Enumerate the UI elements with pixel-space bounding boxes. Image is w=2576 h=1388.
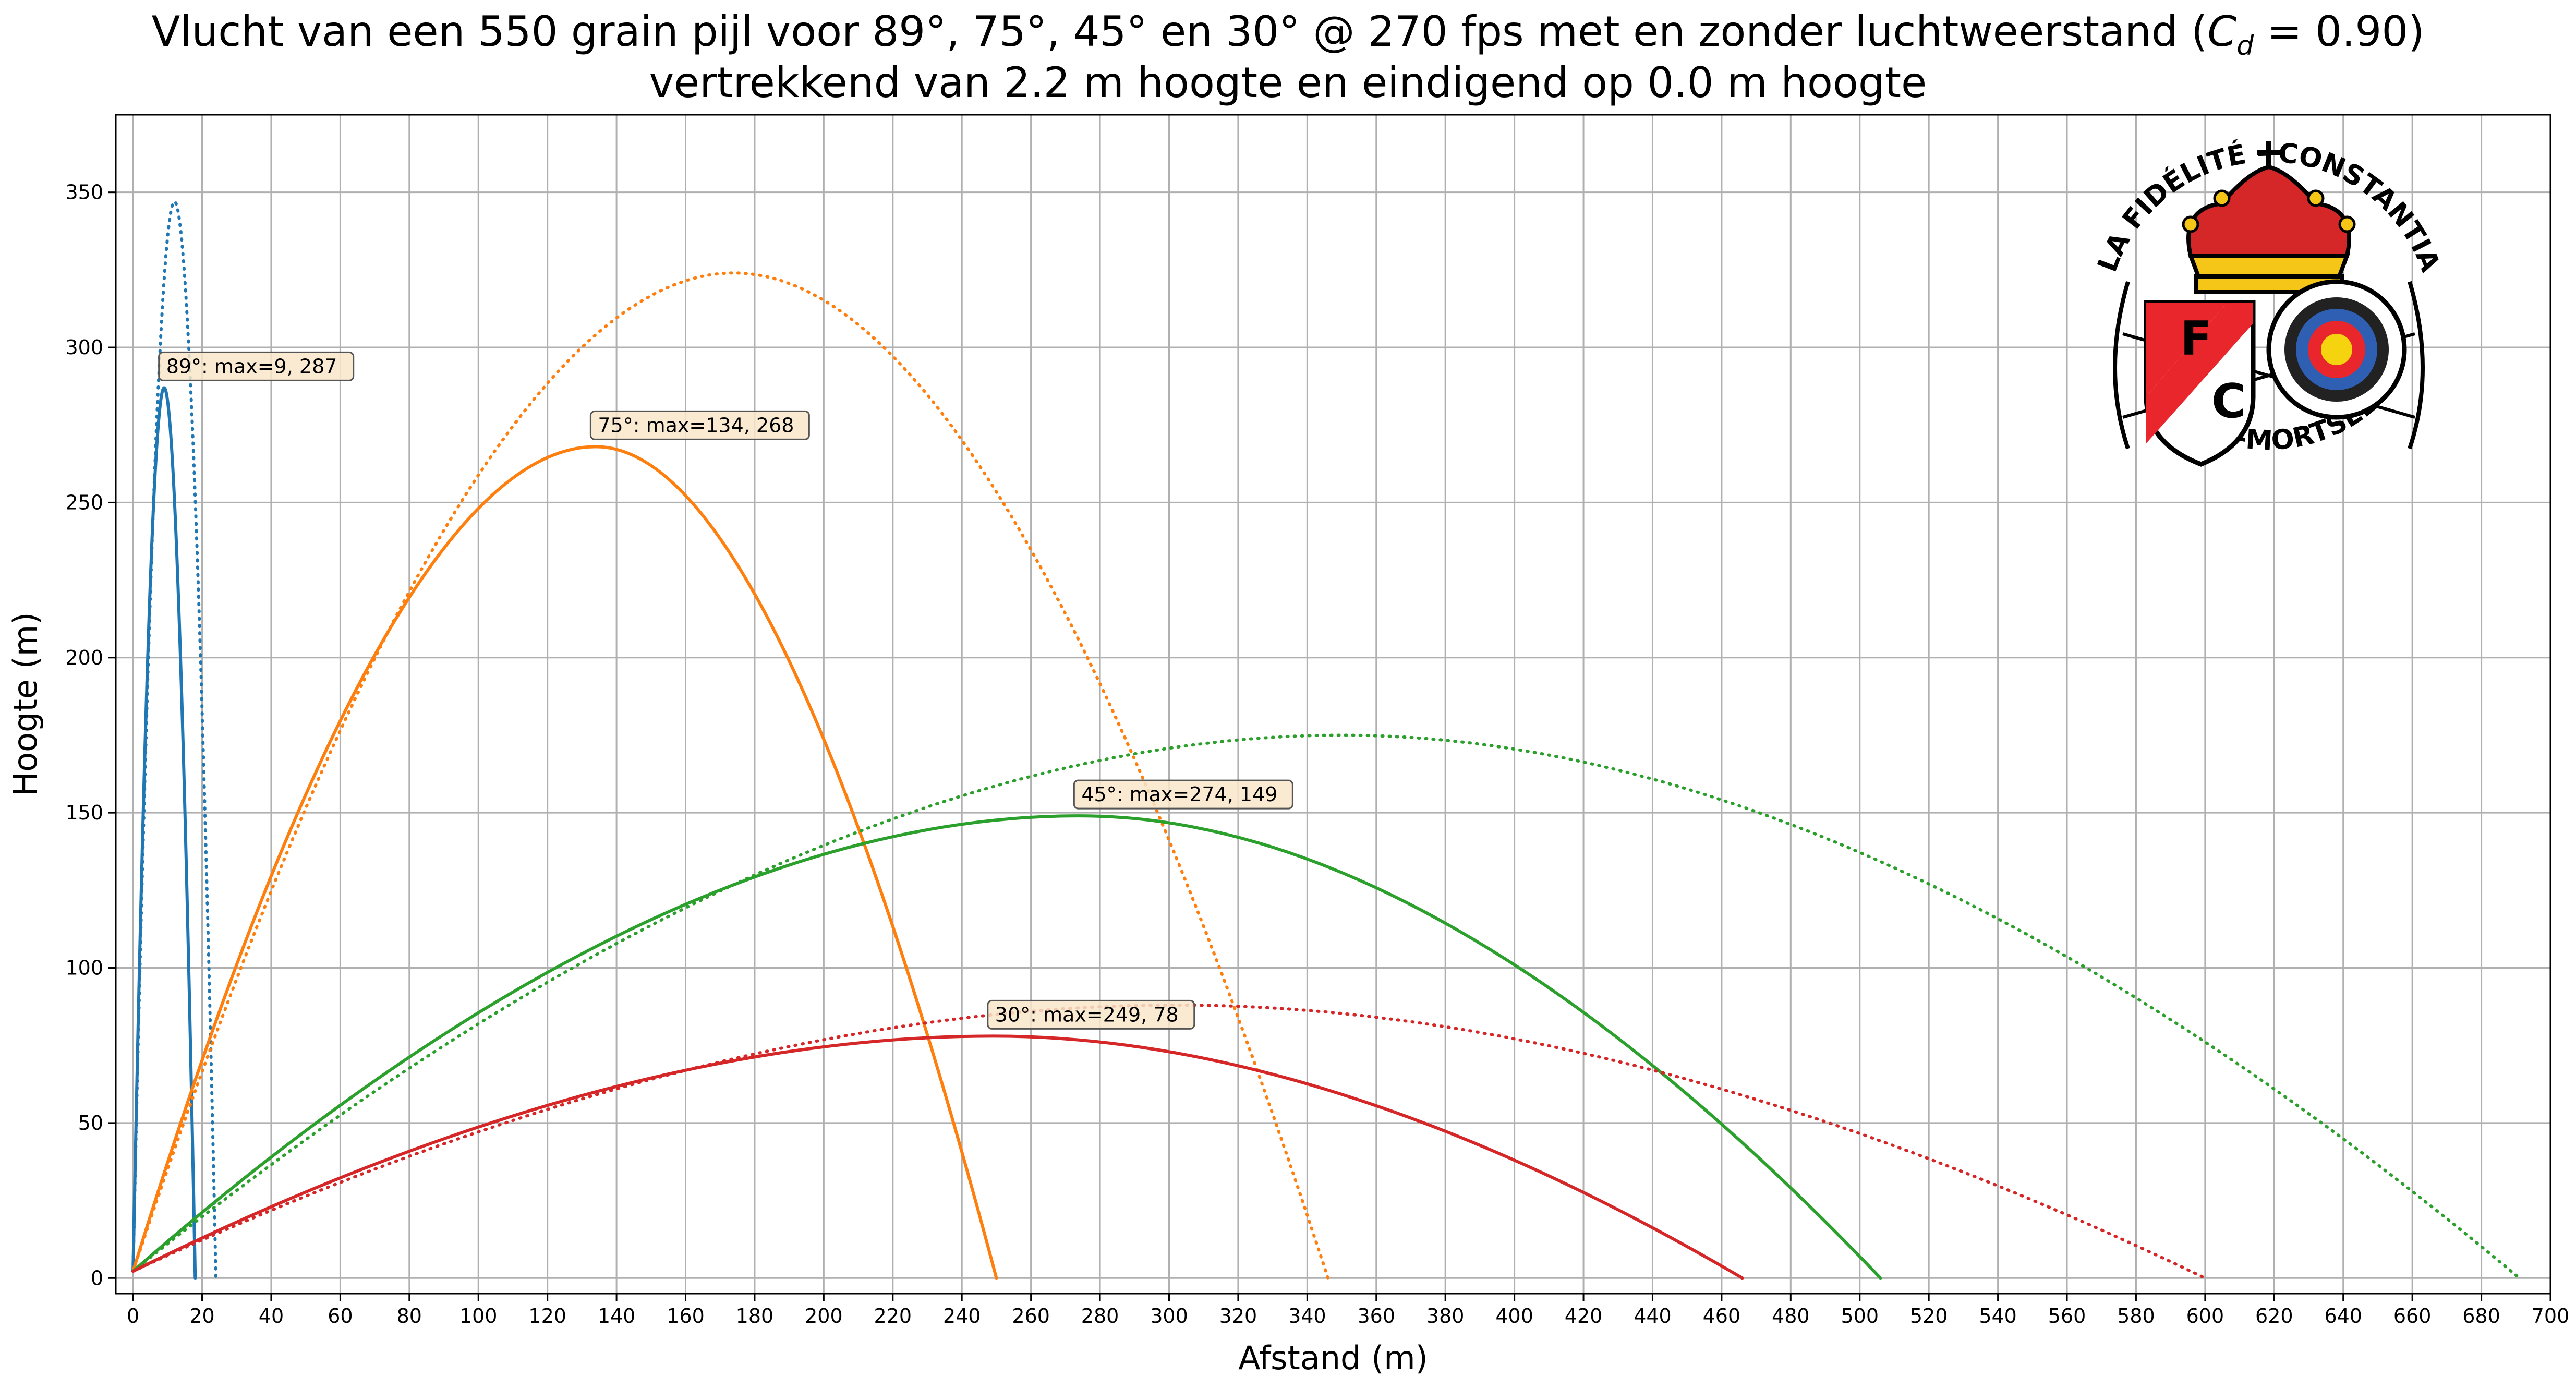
x-tick-label: 380 — [1426, 1305, 1465, 1327]
x-tick-label: 360 — [1358, 1305, 1396, 1327]
plot-frame — [115, 114, 2551, 1295]
annotation-89: 89°: max=9, 287 — [158, 351, 355, 381]
bow-right-icon — [2408, 281, 2425, 450]
y-tick-label: 200 — [65, 646, 103, 669]
cd-symbol: C — [2207, 7, 2237, 56]
y-axis-label: Hoogte (m) — [6, 612, 44, 796]
annotation-box — [1073, 779, 1293, 810]
x-tick-label: 0 — [127, 1305, 139, 1327]
x-tick-label: 200 — [805, 1305, 843, 1327]
annotation-30: 30°: max=249, 78 — [987, 999, 1195, 1030]
target-icon — [2266, 279, 2407, 420]
x-tick-label: 220 — [874, 1305, 912, 1327]
chart-title-line-1: Vlucht van een 550 grain pijl voor 89°, … — [0, 7, 2576, 62]
x-tick-label: 240 — [943, 1305, 981, 1327]
x-tick-label: 660 — [2393, 1305, 2432, 1327]
x-tick-label: 100 — [459, 1305, 498, 1327]
x-axis-ticks: 0 20 40 60 80 100 120 140 160 180 200 220 240 260 280 3… — [127, 1294, 2569, 1327]
annotation-75: 75°: max=134, 268 — [589, 410, 810, 440]
x-tick-label: 440 — [1634, 1305, 1672, 1327]
x-tick-label: 320 — [1219, 1305, 1257, 1327]
x-tick-label: 260 — [1012, 1305, 1050, 1327]
annotation-box — [589, 410, 810, 440]
x-tick-label: 680 — [2462, 1305, 2500, 1327]
bow-left-icon — [2113, 281, 2130, 450]
series-45-solid — [131, 814, 1882, 1280]
series-89-dotted — [131, 200, 218, 1280]
annotation-label: 30°: max=249, 78 — [995, 1003, 1179, 1026]
x-tick-label: 180 — [736, 1305, 774, 1327]
x-tick-label: 540 — [1979, 1305, 2017, 1327]
x-tick-label: 560 — [2048, 1305, 2086, 1327]
x-tick-label: 300 — [1150, 1305, 1188, 1327]
series-30-solid — [131, 1034, 1744, 1280]
x-tick-label: 420 — [1565, 1305, 1603, 1327]
logo-letter-f: F — [2180, 311, 2212, 366]
x-tick-label: 140 — [598, 1305, 636, 1327]
x-tick-label: 40 — [259, 1305, 284, 1327]
shield-icon: F C — [2144, 300, 2256, 467]
x-tick-label: 500 — [1841, 1305, 1879, 1327]
x-tick-label: 20 — [189, 1305, 214, 1327]
x-tick-label: 520 — [1910, 1305, 1948, 1327]
logo-letter-c: C — [2211, 374, 2246, 429]
x-tick-label: 60 — [328, 1305, 353, 1327]
chart-title-line-2: vertrekkend van 2.2 m hoogte en eindigen… — [649, 58, 1927, 107]
x-tick-label: 640 — [2324, 1305, 2362, 1327]
x-tick-label: 480 — [1772, 1305, 1810, 1327]
x-tick-label: 280 — [1081, 1305, 1119, 1327]
club-logo: LA FIDÉLITÉ - CONSTANTIA 1825 -MORTSEL F… — [2092, 137, 2446, 467]
x-tick-label: 160 — [667, 1305, 705, 1327]
y-tick-label: 250 — [65, 491, 103, 514]
y-tick-label: 350 — [65, 181, 103, 204]
x-tick-label: 600 — [2186, 1305, 2224, 1327]
x-tick-label: 340 — [1288, 1305, 1326, 1327]
y-axis-ticks: 0 50 100 150 200 250 300 350 — [65, 181, 116, 1289]
x-tick-label: 80 — [397, 1305, 422, 1327]
annotations: 89°: max=9, 287 75°: max=134, 268 45°: max… — [158, 351, 1293, 1030]
x-tick-label: 460 — [1703, 1305, 1741, 1327]
title-text: Vlucht van een 550 grain pijl voor 89°, … — [151, 7, 2208, 56]
x-tick-label: 120 — [528, 1305, 566, 1327]
y-tick-label: 50 — [78, 1112, 103, 1134]
annotation-box — [158, 351, 355, 381]
x-tick-label: 700 — [2532, 1305, 2570, 1327]
grid-lines — [116, 115, 2551, 1294]
annotation-label: 45°: max=274, 149 — [1081, 783, 1277, 806]
y-tick-label: 0 — [91, 1266, 103, 1289]
x-axis-label: Afstand (m) — [1238, 1339, 1428, 1377]
annotation-45: 45°: max=274, 149 — [1073, 779, 1293, 810]
crown-icon — [2182, 141, 2356, 294]
y-tick-label: 150 — [65, 801, 103, 824]
annotation-label: 75°: max=134, 268 — [598, 414, 794, 437]
trajectory-curves — [131, 200, 2521, 1280]
y-tick-label: 100 — [65, 957, 103, 980]
annotation-label: 89°: max=9, 287 — [166, 355, 337, 378]
x-tick-label: 620 — [2255, 1305, 2293, 1327]
x-tick-label: 580 — [2117, 1305, 2155, 1327]
cd-subscript: d — [2236, 30, 2254, 62]
x-tick-label: 400 — [1495, 1305, 1533, 1327]
series-75-dotted — [131, 271, 1330, 1280]
cd-value: = 0.90) — [2254, 7, 2425, 56]
series-75-solid — [131, 445, 998, 1280]
y-tick-label: 300 — [65, 336, 103, 359]
annotation-box — [987, 999, 1195, 1030]
